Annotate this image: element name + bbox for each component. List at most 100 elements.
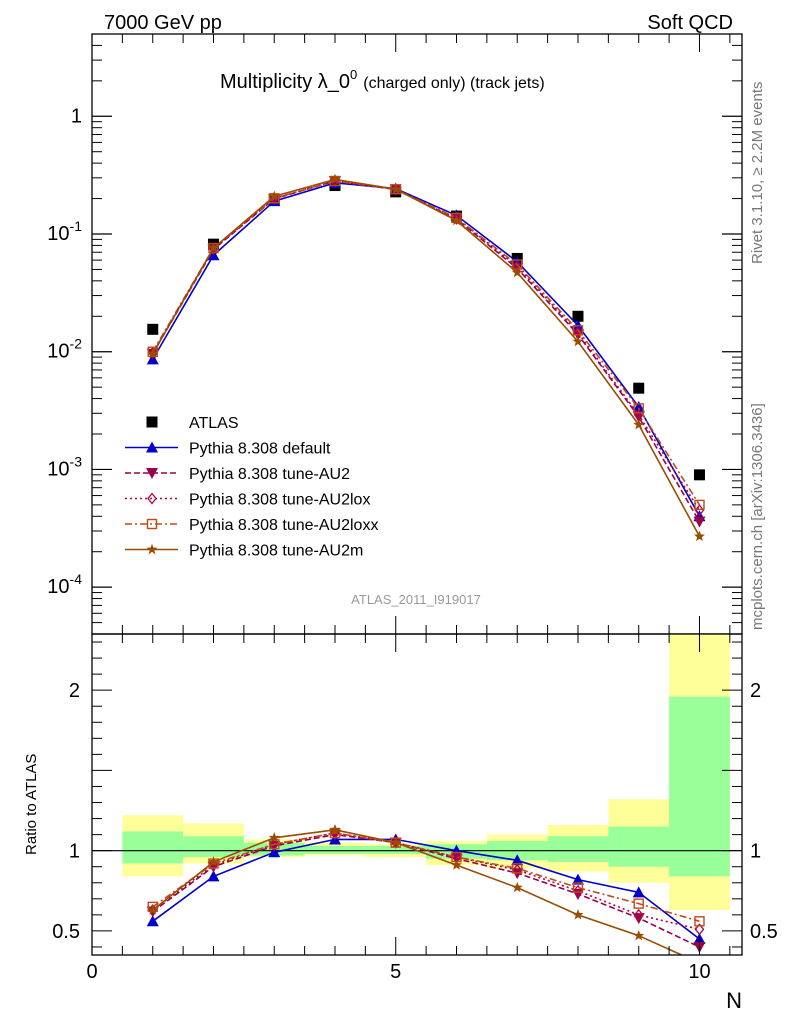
ratio-point: [571, 873, 584, 885]
data-point: [572, 325, 584, 336]
ratio-series-group: [146, 824, 706, 955]
data-point: [633, 418, 645, 430]
ratio-tick-label-right: 2: [750, 680, 761, 702]
data-point: [693, 469, 705, 481]
data-point: [693, 530, 705, 542]
ratio-point: [207, 856, 220, 867]
data-point: [147, 348, 159, 359]
legend-entry-5: Pythia 8.308 tune-AU2m: [125, 543, 363, 560]
y-tick-base: 10: [47, 223, 69, 245]
data-point: [694, 504, 705, 517]
ratio-point: [146, 915, 159, 927]
legend-marker: [146, 416, 158, 428]
y-tick-label: 10-1: [47, 218, 82, 245]
data-point: [693, 516, 706, 528]
data-point: [632, 400, 645, 412]
legend-marker: [146, 543, 158, 555]
legend-label: Pythia 8.308 tune-AU2loxx: [189, 517, 378, 534]
y-tick-label: 10-3: [47, 453, 82, 480]
series-line: [152, 181, 701, 517]
ratio-tick-label-left: 1: [69, 841, 80, 863]
plot-title-main: Multiplicity λ_0: [220, 71, 350, 93]
ratio-frame: [91, 633, 743, 956]
y-tick-label: 10-2: [47, 336, 82, 363]
ratio-point: [572, 909, 584, 920]
ratio-point: [573, 884, 583, 897]
plot-title-tail: (charged only) (track jets): [363, 75, 544, 92]
ratio-point: [511, 881, 523, 893]
legend-marker: [147, 492, 157, 505]
ratio-panel: 0.5 0.5 1 1 2 2 0 5 10: [52, 633, 778, 983]
data-point: [572, 310, 584, 322]
main-panel: 10-410-310-210-11: [47, 33, 743, 635]
ratio-series-0: [146, 833, 706, 944]
header-right: Soft QCD: [647, 12, 733, 34]
band-green-bin: [304, 845, 366, 854]
legend-entry-2: Pythia 8.308 tune-AU2: [125, 466, 350, 483]
ratio-point: [572, 882, 584, 893]
ratio-point: [207, 870, 220, 882]
y-tick-exp: -1: [70, 218, 83, 234]
y-tick-exp: -3: [70, 453, 83, 469]
ratio-point: [633, 929, 645, 941]
ratio-point: [329, 824, 341, 835]
ratio-point: [390, 836, 402, 848]
ratio-line: [152, 828, 684, 955]
ratio-tick-label-left: 2: [69, 680, 80, 702]
data-point: [147, 346, 158, 357]
data-point: [572, 335, 584, 347]
ratio-line: [152, 838, 700, 940]
legend-label: Pythia 8.308 tune-AU2m: [189, 543, 363, 560]
legend-label: ATLAS: [189, 415, 239, 432]
ratio-point: [512, 863, 523, 876]
y-tick-exp: -2: [70, 336, 83, 352]
ratio-point: [512, 863, 523, 874]
ratio-point: [147, 904, 159, 915]
y-tick-label: 10-4: [47, 571, 82, 598]
x-axis-label: N: [726, 988, 742, 1013]
ratio-point: [268, 832, 280, 843]
ratio-point: [511, 854, 524, 866]
legend-marker: [146, 441, 158, 453]
legend-entry-4: Pythia 8.308 tune-AU2loxx: [125, 517, 378, 534]
band-green-bin: [608, 826, 670, 867]
ratio-point: [694, 916, 705, 927]
series-line: [152, 180, 701, 506]
data-point: [329, 173, 341, 185]
x-tick-label: 5: [390, 961, 401, 983]
ratio-tick-label-right: 1: [750, 841, 761, 863]
mcplots-label: mcplots.cern.ch [arXiv:1306.3436]: [749, 403, 766, 630]
y-tick-exp: -4: [70, 571, 83, 587]
ratio-tick-label-left: 0.5: [52, 921, 80, 943]
y-tick-label: 1: [71, 105, 82, 127]
data-point: [147, 323, 159, 335]
ratio-series-4: [147, 824, 684, 955]
legend-label: Pythia 8.308 tune-AU2lox: [189, 492, 370, 509]
data-point: [451, 212, 462, 225]
legend-entry-0: ATLAS: [146, 415, 239, 432]
data-point: [268, 190, 280, 202]
y-tick-base: 10: [47, 576, 69, 598]
series-0: [147, 180, 705, 481]
series-4: [147, 175, 705, 511]
x-tick-label: 10: [688, 961, 710, 983]
data-point: [390, 183, 402, 194]
ratio-point: [633, 898, 644, 909]
legend-entry-1: Pythia 8.308 default: [125, 441, 331, 458]
band-green-bin: [183, 836, 244, 858]
legend: ATLAS Pythia 8.308 default Pythia 8.308 tu…: [125, 415, 378, 560]
series-5: [147, 173, 705, 542]
data-point: [511, 266, 523, 278]
ratio-y-axis-label: Ratio to ATLAS: [23, 754, 40, 855]
ratio-point: [694, 923, 705, 936]
series-3: [147, 174, 705, 517]
band-green-bin: [669, 696, 730, 877]
band-green-bin: [122, 831, 184, 864]
ratio-point: [450, 859, 462, 870]
header-left: 7000 GeV pp: [104, 12, 222, 34]
watermark: ATLAS_2011_I919017: [351, 592, 481, 607]
data-point: [207, 242, 220, 253]
data-point: [450, 214, 462, 226]
data-point: [694, 499, 705, 511]
